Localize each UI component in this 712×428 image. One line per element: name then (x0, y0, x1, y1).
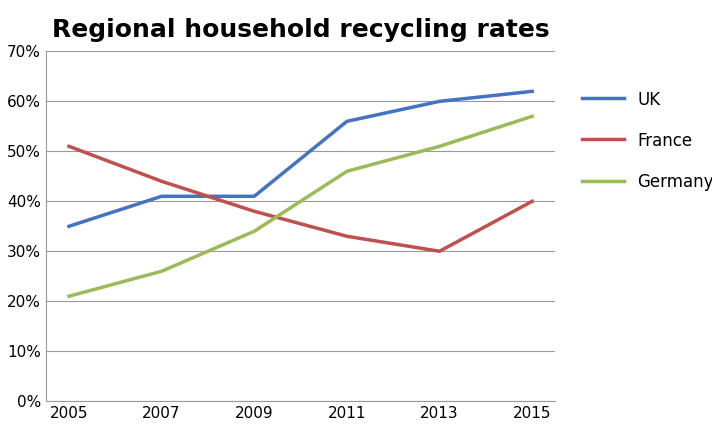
Line: Germany: Germany (69, 116, 532, 296)
France (157, 179, 166, 184)
Line: France: France (69, 146, 532, 251)
Germany (250, 229, 258, 234)
UK (157, 194, 166, 199)
Germany (65, 294, 73, 299)
UK (528, 89, 536, 94)
UK (342, 119, 351, 124)
France (250, 209, 258, 214)
France (342, 234, 351, 239)
France (65, 144, 73, 149)
Title: Regional household recycling rates: Regional household recycling rates (52, 18, 550, 42)
Germany (435, 144, 444, 149)
Germany (342, 169, 351, 174)
Legend: UK, France, Germany: UK, France, Germany (569, 77, 712, 205)
UK (250, 194, 258, 199)
UK (435, 99, 444, 104)
France (528, 199, 536, 204)
France (435, 249, 444, 254)
Germany (528, 114, 536, 119)
Line: UK: UK (69, 91, 532, 226)
UK (65, 224, 73, 229)
Germany (157, 269, 166, 274)
